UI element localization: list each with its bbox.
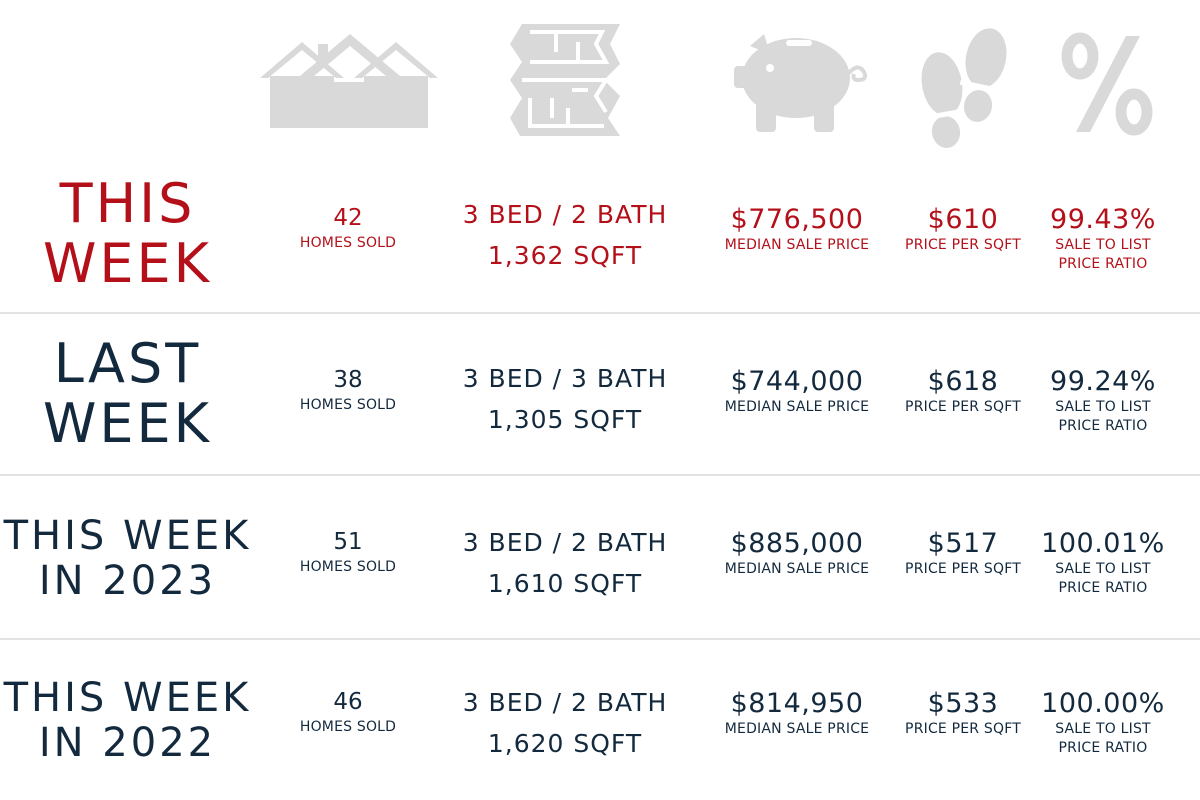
row-this-week-2023: THIS WEEK IN 2023 51 HOMES SOLD 3 BED / … xyxy=(0,476,1200,638)
home-size-cell: 3 BED / 2 BATH 1,610 SQFT xyxy=(440,522,690,605)
sale-to-list-label-line2: PRICE RATIO xyxy=(1058,740,1148,757)
percent-icon xyxy=(1060,32,1156,136)
footprints-icon xyxy=(916,26,1012,154)
home-size-cell: 3 BED / 2 BATH 1,362 SQFT xyxy=(440,194,690,277)
price-per-sqft-label: PRICE PER SQFT xyxy=(905,237,1021,254)
sqft-value: 1,610 SQFT xyxy=(487,569,643,599)
sale-to-list-label-line1: SALE TO LIST xyxy=(1055,237,1151,254)
row-label-line2: WEEK xyxy=(42,232,213,296)
row-divider xyxy=(0,638,1200,640)
floor-plan-icon xyxy=(508,22,622,138)
beds-baths-value: 3 BED / 2 BATH xyxy=(462,688,668,717)
sale-to-list-value: 100.00% xyxy=(1041,688,1165,719)
row-label: THIS WEEK xyxy=(0,172,255,296)
price-per-sqft-label: PRICE PER SQFT xyxy=(905,721,1021,738)
sqft-value: 1,620 SQFT xyxy=(487,729,643,759)
piggy-bank-icon xyxy=(730,24,870,136)
sale-to-list-cell: 99.43% SALE TO LIST PRICE RATIO xyxy=(1036,204,1170,274)
row-label: LAST WEEK xyxy=(0,332,255,456)
homes-sold-cell: 38 HOMES SOLD xyxy=(278,366,418,415)
median-price-cell: $744,000 MEDIAN SALE PRICE xyxy=(712,366,882,417)
sale-to-list-value: 99.43% xyxy=(1050,204,1156,235)
median-price-value: $776,500 xyxy=(730,204,864,235)
row-label-line1: LAST xyxy=(53,332,202,395)
price-per-sqft-cell: $610 PRICE PER SQFT xyxy=(898,204,1028,255)
row-last-week: LAST WEEK 38 HOMES SOLD 3 BED / 3 BATH 1… xyxy=(0,314,1200,474)
median-price-label: MEDIAN SALE PRICE xyxy=(724,721,870,738)
homes-sold-value: 51 xyxy=(333,529,363,555)
beds-baths-value: 3 BED / 2 BATH xyxy=(462,528,668,557)
median-price-label: MEDIAN SALE PRICE xyxy=(724,561,870,578)
homes-sold-value: 38 xyxy=(333,367,363,393)
row-label-line1: THIS xyxy=(59,172,196,235)
row-divider xyxy=(0,312,1200,314)
row-label-line2: WEEK xyxy=(42,392,213,456)
homes-sold-cell: 51 HOMES SOLD xyxy=(278,528,418,577)
sale-to-list-value: 100.01% xyxy=(1041,528,1165,559)
median-price-cell: $814,950 MEDIAN SALE PRICE xyxy=(712,688,882,739)
price-per-sqft-value: $618 xyxy=(927,366,999,397)
row-label-line1: THIS WEEK xyxy=(3,675,252,721)
row-label-line1: THIS WEEK xyxy=(3,513,252,559)
median-price-cell: $776,500 MEDIAN SALE PRICE xyxy=(712,204,882,255)
sale-to-list-label-line1: SALE TO LIST xyxy=(1055,721,1151,738)
price-per-sqft-cell: $618 PRICE PER SQFT xyxy=(898,366,1028,417)
row-divider xyxy=(0,474,1200,476)
median-price-cell: $885,000 MEDIAN SALE PRICE xyxy=(712,528,882,579)
median-price-label: MEDIAN SALE PRICE xyxy=(724,237,870,254)
homes-sold-value: 42 xyxy=(333,205,363,231)
homes-sold-cell: 42 HOMES SOLD xyxy=(278,204,418,253)
price-per-sqft-cell: $517 PRICE PER SQFT xyxy=(898,528,1028,579)
sale-to-list-label-line1: SALE TO LIST xyxy=(1055,561,1151,578)
sale-to-list-cell: 100.00% SALE TO LIST PRICE RATIO xyxy=(1032,688,1174,758)
median-price-value: $885,000 xyxy=(730,528,864,559)
median-price-value: $744,000 xyxy=(730,366,864,397)
beds-baths-value: 3 BED / 3 BATH xyxy=(462,364,668,393)
sale-to-list-label-line2: PRICE RATIO xyxy=(1058,418,1148,435)
price-per-sqft-label: PRICE PER SQFT xyxy=(905,561,1021,578)
homes-sold-cell: 46 HOMES SOLD xyxy=(278,688,418,737)
home-size-cell: 3 BED / 3 BATH 1,305 SQFT xyxy=(440,358,690,441)
sqft-value: 1,305 SQFT xyxy=(487,405,643,435)
row-this-week: THIS WEEK 42 HOMES SOLD 3 BED / 2 BATH 1… xyxy=(0,160,1200,310)
homes-sold-value: 46 xyxy=(333,689,363,715)
sale-to-list-label-line2: PRICE RATIO xyxy=(1058,256,1148,273)
beds-baths-value: 3 BED / 2 BATH xyxy=(462,200,668,229)
homes-sold-label: HOMES SOLD xyxy=(299,558,397,575)
sale-to-list-cell: 99.24% SALE TO LIST PRICE RATIO xyxy=(1036,366,1170,436)
sale-to-list-label-line1: SALE TO LIST xyxy=(1055,399,1151,416)
median-price-value: $814,950 xyxy=(730,688,864,719)
home-size-cell: 3 BED / 2 BATH 1,620 SQFT xyxy=(440,682,690,765)
price-per-sqft-value: $517 xyxy=(927,528,999,559)
price-per-sqft-value: $533 xyxy=(927,688,999,719)
homes-sold-label: HOMES SOLD xyxy=(299,718,397,735)
sale-to-list-label-line2: PRICE RATIO xyxy=(1058,580,1148,597)
row-this-week-2022: THIS WEEK IN 2022 46 HOMES SOLD 3 BED / … xyxy=(0,640,1200,800)
sale-to-list-value: 99.24% xyxy=(1050,366,1156,397)
price-per-sqft-label: PRICE PER SQFT xyxy=(905,399,1021,416)
sqft-value: 1,362 SQFT xyxy=(487,241,643,271)
row-label: THIS WEEK IN 2023 xyxy=(0,514,255,604)
median-price-label: MEDIAN SALE PRICE xyxy=(724,399,870,416)
sale-to-list-cell: 100.01% SALE TO LIST PRICE RATIO xyxy=(1032,528,1174,598)
price-per-sqft-cell: $533 PRICE PER SQFT xyxy=(898,688,1028,739)
row-label: THIS WEEK IN 2022 xyxy=(0,676,255,766)
house-icon xyxy=(258,30,440,130)
price-per-sqft-value: $610 xyxy=(927,204,999,235)
homes-sold-label: HOMES SOLD xyxy=(299,234,397,251)
row-label-line2: IN 2023 xyxy=(38,557,217,604)
row-label-line2: IN 2022 xyxy=(38,719,217,766)
homes-sold-label: HOMES SOLD xyxy=(299,396,397,413)
